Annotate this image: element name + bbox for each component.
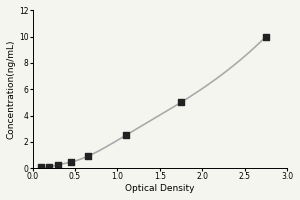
Point	[56, 163, 60, 166]
X-axis label: Optical Density: Optical Density	[125, 184, 194, 193]
Point	[68, 161, 73, 164]
Y-axis label: Concentration(ng/mL): Concentration(ng/mL)	[7, 40, 16, 139]
Point	[263, 35, 268, 38]
Point	[39, 166, 44, 169]
Point	[178, 101, 183, 104]
Point	[47, 165, 52, 168]
Point	[85, 155, 90, 158]
Point	[123, 134, 128, 137]
